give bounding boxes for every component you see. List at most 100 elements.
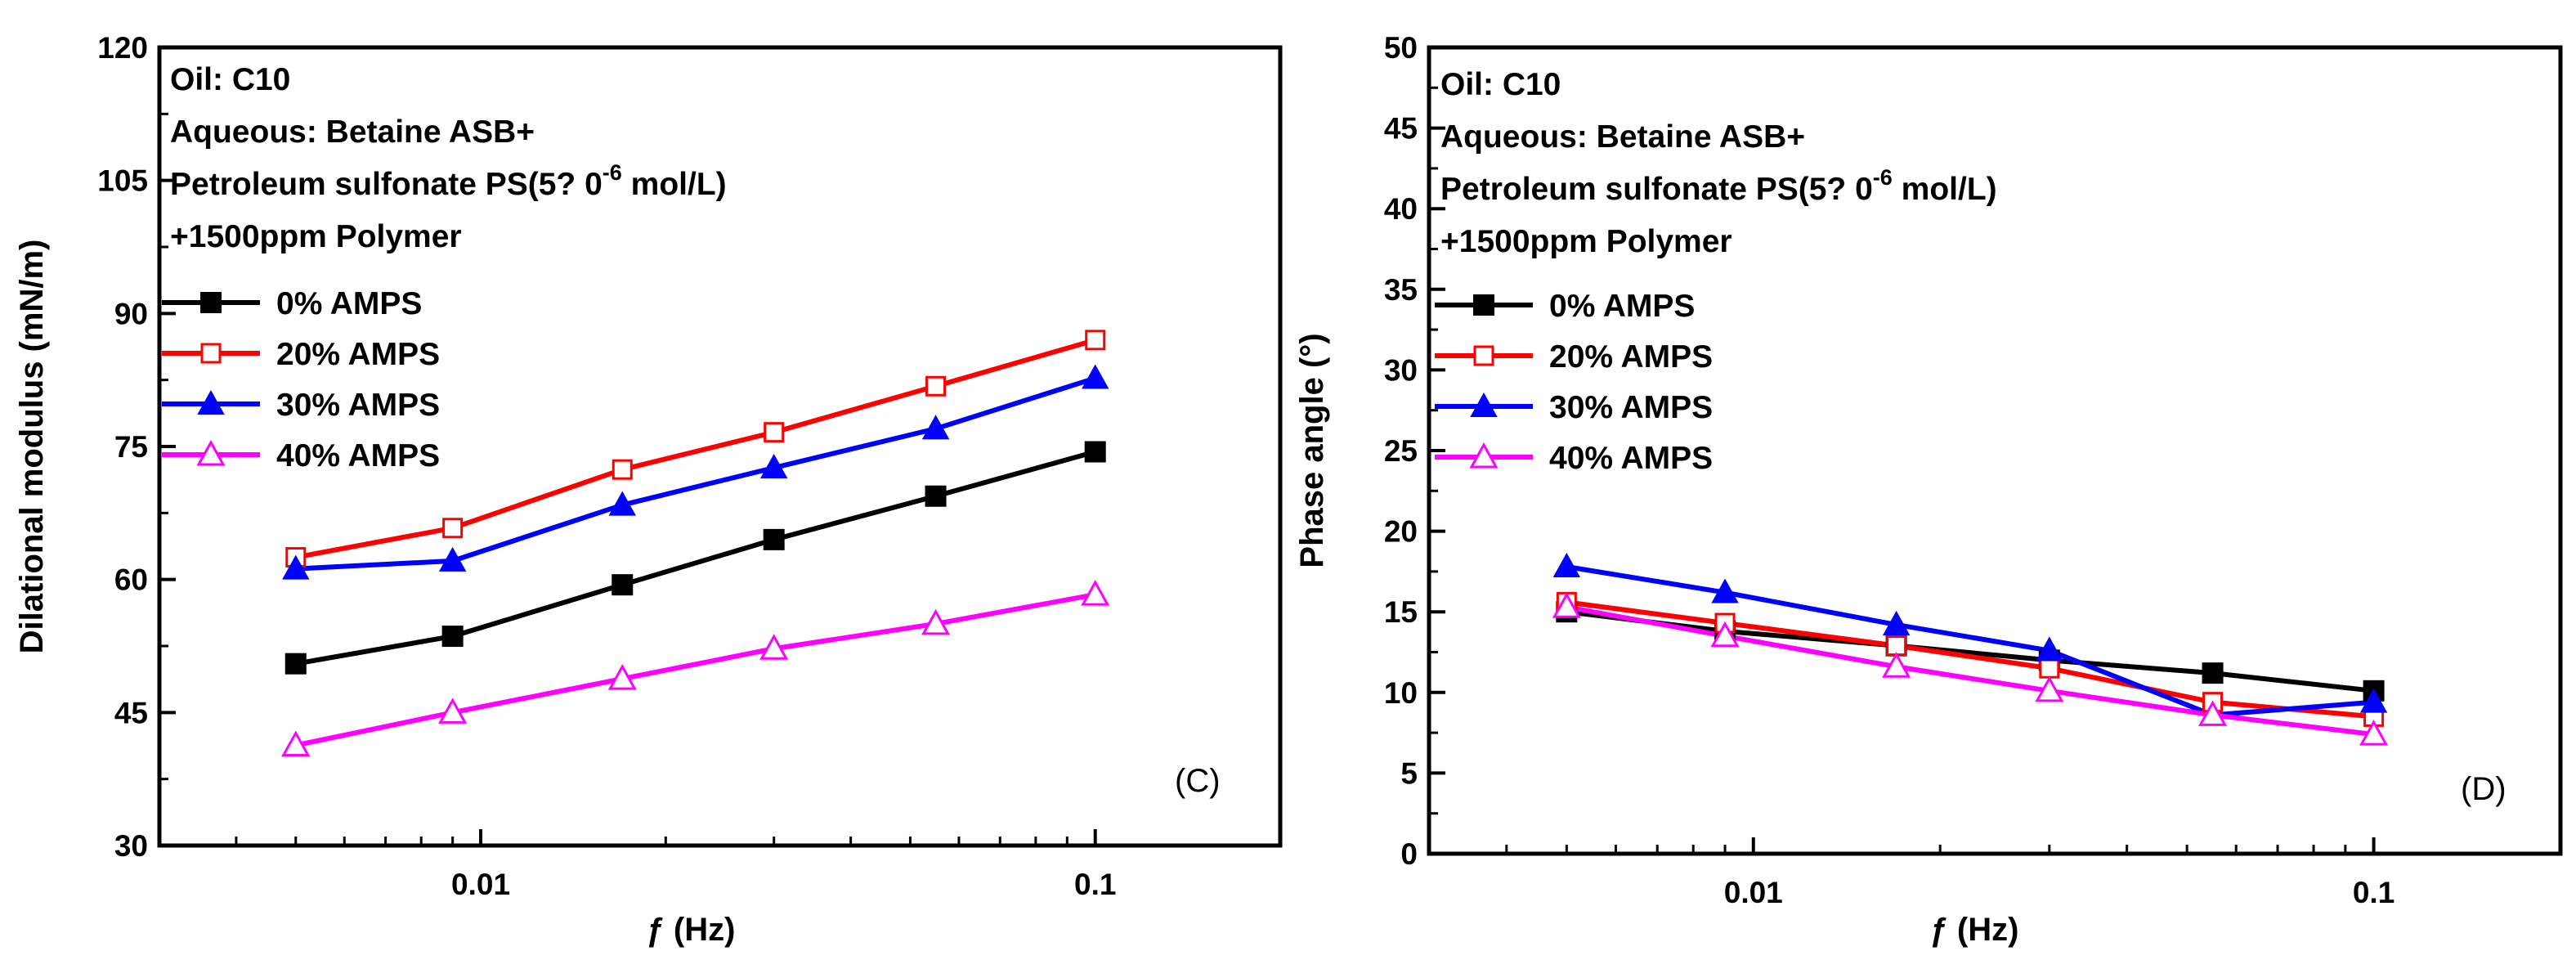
data-point — [2039, 657, 2060, 679]
annotation-sulfonate-unit: mol/L) — [622, 167, 727, 202]
legend-marker — [1473, 294, 1494, 316]
legend-marker — [197, 389, 225, 415]
data-point — [612, 459, 633, 480]
legend-label: 0% AMPS — [1549, 289, 1695, 324]
legend-label: 30% AMPS — [276, 388, 440, 423]
data-point — [281, 730, 311, 756]
y-tick-label: 90 — [114, 297, 148, 330]
data-point — [442, 518, 464, 539]
data-point — [921, 608, 951, 635]
data-point — [2359, 688, 2388, 713]
x-tick-label: 0.1 — [2353, 876, 2395, 909]
x-tick-label: 0.1 — [1074, 868, 1116, 901]
panel-tag: (D) — [2461, 771, 2507, 807]
y-tick-label: 20 — [1384, 515, 1418, 549]
series-line — [295, 337, 1096, 560]
y-tick-label: 30 — [114, 829, 148, 863]
annotation-aqueous: Aqueous: Betaine ASB+ — [170, 114, 535, 150]
y-tick-label: 5 — [1400, 756, 1418, 790]
data-point — [925, 485, 947, 507]
x-axis-title: ƒ (Hz) — [1930, 912, 2019, 948]
legend-marker — [196, 439, 226, 466]
annotation-polymer: +1500ppm Polymer — [1440, 224, 1732, 259]
y-tick-label: 25 — [1384, 434, 1418, 468]
annotation-sulfonate-main: Petroleum sulfonate PS(5? 0 — [1440, 172, 1873, 207]
panel-tag: (C) — [1175, 763, 1221, 799]
data-point — [921, 415, 950, 440]
series-line — [1566, 609, 2374, 693]
legend-marker — [1473, 345, 1494, 366]
annotation-oil: Oil: C10 — [170, 62, 290, 97]
legend-marker — [200, 343, 222, 364]
data-point — [764, 422, 785, 443]
data-point — [759, 453, 788, 479]
legend-marker — [1469, 442, 1499, 469]
series-line — [1566, 604, 2374, 738]
legend-label: 20% AMPS — [1549, 339, 1713, 375]
data-point — [282, 554, 310, 580]
series-line — [295, 449, 1096, 666]
data-point — [608, 491, 636, 516]
series-line — [1566, 599, 2374, 720]
data-point — [2359, 719, 2389, 746]
legend-label: 20% AMPS — [276, 337, 440, 372]
data-point — [1882, 652, 1911, 678]
annotation-sulfonate: Petroleum sulfonate PS(5? 0-6 mol/L) — [1440, 165, 1997, 207]
annotation-aqueous: Aqueous: Betaine ASB+ — [1440, 119, 1805, 155]
data-point — [1082, 364, 1109, 389]
data-point — [441, 626, 464, 648]
data-point — [1081, 580, 1110, 606]
data-point — [763, 528, 785, 550]
annotation-sulfonate-unit: mol/L) — [1893, 172, 1997, 207]
legend-label: 40% AMPS — [1549, 441, 1713, 476]
y-tick-label: 60 — [114, 563, 148, 597]
data-point — [1710, 621, 1740, 648]
series-line — [295, 592, 1096, 748]
data-point — [2035, 675, 2064, 702]
data-point — [925, 375, 947, 397]
data-point — [2198, 700, 2228, 726]
annotation-polymer: +1500ppm Polymer — [170, 219, 462, 254]
y-tick-label: 45 — [1384, 112, 1418, 146]
y-tick-label: 120 — [97, 31, 148, 65]
y-axis-title: Dilational modulus (mN/m) — [14, 240, 50, 654]
data-point — [759, 634, 789, 660]
data-point — [1552, 552, 1581, 577]
y-tick-label: 45 — [114, 696, 148, 729]
y-tick-label: 40 — [1384, 192, 1418, 226]
y-tick-label: 35 — [1384, 273, 1418, 307]
data-point — [1084, 441, 1106, 463]
data-point — [1552, 592, 1581, 618]
x-tick-label: 0.01 — [1724, 876, 1783, 909]
y-tick-label: 15 — [1384, 595, 1418, 629]
annotation-sulfonate-exp: -6 — [603, 160, 622, 185]
legend-marker — [200, 292, 222, 313]
data-point — [438, 546, 467, 572]
data-point — [438, 698, 468, 724]
data-point — [607, 664, 637, 690]
data-point — [612, 574, 634, 596]
legend-label: 0% AMPS — [276, 286, 422, 321]
y-tick-label: 105 — [97, 164, 148, 198]
annotation-sulfonate-exp: -6 — [1873, 165, 1893, 190]
y-axis-title: Phase angle (°) — [1294, 333, 1330, 568]
x-axis-title: ƒ (Hz) — [647, 912, 736, 948]
data-point — [1085, 330, 1106, 351]
chart-panel-d: 0 5 10 15 20 25 30 35 40 45 50 0.01 0.1 Phase angle (… — [1294, 31, 2563, 948]
series-line — [295, 375, 1096, 572]
data-point — [1711, 578, 1739, 603]
data-point — [2036, 636, 2063, 662]
data-point — [1882, 610, 1911, 635]
series-line — [1566, 564, 2374, 718]
y-tick-label: 30 — [1384, 353, 1418, 387]
y-tick-label: 50 — [1384, 31, 1418, 65]
legend-label: 40% AMPS — [276, 438, 440, 473]
y-tick-label: 75 — [114, 430, 148, 464]
x-tick-label: 0.01 — [451, 868, 510, 901]
y-tick-label: 0 — [1400, 837, 1418, 871]
legend-marker — [1470, 392, 1498, 417]
annotation-sulfonate-main: Petroleum sulfonate PS(5? 0 — [170, 167, 603, 202]
chart-panel-c: 30 45 60 75 90 105 120 0.01 0.1 Dilational modulu… — [14, 31, 1283, 948]
annotation-oil: Oil: C10 — [1440, 67, 1561, 102]
